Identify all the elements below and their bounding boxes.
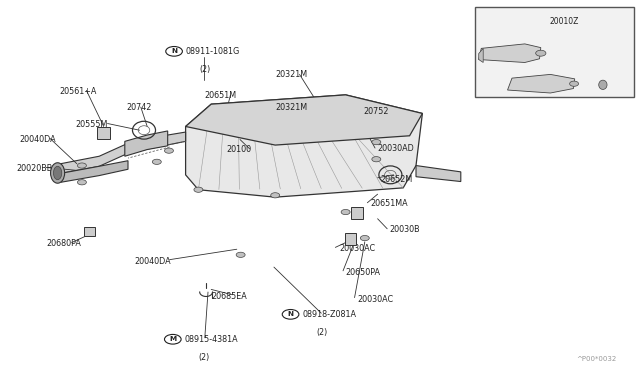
Polygon shape xyxy=(61,132,186,173)
Circle shape xyxy=(536,50,546,56)
Text: 20752: 20752 xyxy=(364,107,389,116)
Text: 20650PA: 20650PA xyxy=(346,268,381,277)
Text: 20321M: 20321M xyxy=(275,70,307,79)
Circle shape xyxy=(360,235,369,241)
Text: N: N xyxy=(287,311,294,317)
Text: (2): (2) xyxy=(200,65,211,74)
Text: 08915-4381A: 08915-4381A xyxy=(184,335,238,344)
Circle shape xyxy=(570,81,579,86)
Text: 20652M: 20652M xyxy=(381,175,413,184)
Polygon shape xyxy=(186,95,422,145)
Ellipse shape xyxy=(51,163,65,183)
Text: 08918-Z081A: 08918-Z081A xyxy=(302,310,356,319)
Text: 20100: 20100 xyxy=(227,145,252,154)
Circle shape xyxy=(372,140,381,145)
Bar xyxy=(97,127,110,139)
Bar xyxy=(84,227,95,236)
Ellipse shape xyxy=(599,80,607,89)
Bar xyxy=(345,233,356,245)
Polygon shape xyxy=(186,95,422,197)
Polygon shape xyxy=(508,74,575,93)
Text: (2): (2) xyxy=(198,353,210,362)
Text: 20040DA: 20040DA xyxy=(134,257,171,266)
Text: 20030AC: 20030AC xyxy=(357,295,393,304)
Polygon shape xyxy=(416,166,461,182)
Circle shape xyxy=(77,163,86,168)
Circle shape xyxy=(271,193,280,198)
Text: 08911-1081G: 08911-1081G xyxy=(186,47,240,56)
FancyBboxPatch shape xyxy=(475,7,634,97)
Text: 20010Z: 20010Z xyxy=(549,17,579,26)
Circle shape xyxy=(194,187,203,192)
Text: N: N xyxy=(171,48,177,54)
Text: 20685EA: 20685EA xyxy=(211,292,247,301)
Polygon shape xyxy=(125,131,168,156)
Text: 20030AD: 20030AD xyxy=(378,144,414,153)
Text: 20030B: 20030B xyxy=(389,225,420,234)
Text: 20020BB: 20020BB xyxy=(16,164,52,173)
Ellipse shape xyxy=(54,166,61,180)
Circle shape xyxy=(164,148,173,153)
Polygon shape xyxy=(61,161,128,182)
Text: 20040DA: 20040DA xyxy=(19,135,56,144)
Text: 20561+A: 20561+A xyxy=(59,87,96,96)
Text: M: M xyxy=(169,336,177,342)
Text: 20742: 20742 xyxy=(127,103,152,112)
Circle shape xyxy=(341,209,350,215)
Polygon shape xyxy=(479,48,483,62)
Text: 20555M: 20555M xyxy=(76,120,108,129)
Circle shape xyxy=(372,157,381,162)
Text: 20680PA: 20680PA xyxy=(46,239,81,248)
Text: 20651M: 20651M xyxy=(205,92,237,100)
Text: ^P00*0032: ^P00*0032 xyxy=(576,356,616,362)
Text: 20651MA: 20651MA xyxy=(370,199,408,208)
Polygon shape xyxy=(479,44,541,62)
Circle shape xyxy=(77,180,86,185)
Text: (2): (2) xyxy=(316,328,328,337)
Text: 20030AC: 20030AC xyxy=(339,244,375,253)
Circle shape xyxy=(152,159,161,164)
Bar xyxy=(351,207,363,219)
Circle shape xyxy=(236,252,245,257)
Text: 20321M: 20321M xyxy=(275,103,307,112)
